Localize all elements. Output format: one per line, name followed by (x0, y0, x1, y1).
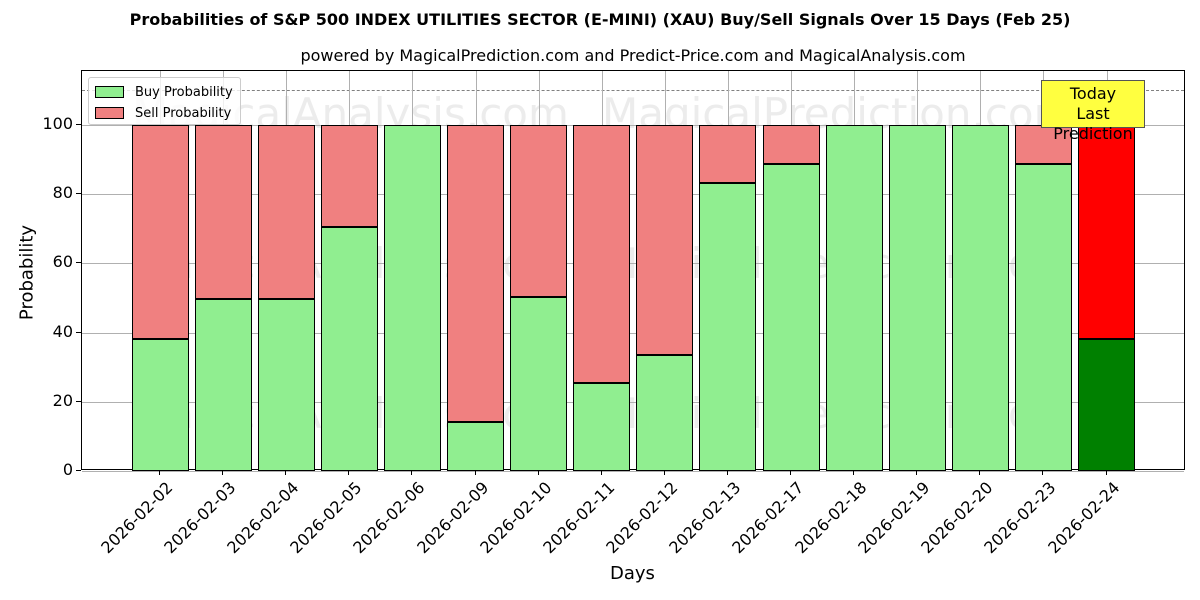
legend-item-buy: Buy Probability (95, 83, 233, 101)
x-tick-mark (1105, 470, 1107, 475)
buy-bar-2026-02-03[interactable] (194, 299, 252, 471)
x-tick-mark (979, 470, 981, 475)
sell-bar-2026-02-09[interactable] (447, 125, 504, 422)
buy-swatch-icon (95, 86, 124, 98)
y-axis-title: Probability (16, 224, 38, 321)
x-tick-mark (663, 470, 665, 475)
buy-bar-2026-02-24[interactable] (1078, 338, 1135, 471)
sell-bar-2026-02-03[interactable] (194, 125, 252, 300)
x-tick-mark (159, 470, 160, 475)
y-tick-mark (76, 193, 81, 195)
buy-bar-2026-02-02[interactable] (131, 338, 189, 471)
buy-bar-2026-02-09[interactable] (447, 421, 504, 471)
y-tick-label: 60 (52, 252, 73, 272)
buy-bar-2026-02-06[interactable] (383, 125, 441, 471)
x-tick-mark (853, 470, 855, 475)
y-tick-mark (76, 124, 81, 125)
sell-bar-2026-02-13[interactable] (699, 125, 757, 184)
x-tick-mark (348, 470, 350, 475)
legend-label-sell: Sell Probability (135, 105, 232, 121)
sell-bar-2026-02-10[interactable] (510, 125, 568, 297)
annotation-line-2: Last Prediction (1053, 104, 1133, 143)
sell-swatch-icon (95, 107, 124, 119)
buy-bar-2026-02-23[interactable] (1014, 164, 1072, 471)
sell-bar-2026-02-17[interactable] (762, 125, 820, 165)
x-tick-mark (726, 470, 728, 475)
y-tick-mark (76, 262, 81, 264)
chart-title: Probabilities of S&P 500 INDEX UTILITIES… (129, 10, 1071, 29)
buy-bar-2026-02-10[interactable] (510, 296, 568, 471)
reference-line-110 (82, 90, 1184, 92)
sell-bar-2026-02-12[interactable] (636, 125, 694, 356)
buy-bar-2026-02-11[interactable] (573, 383, 631, 471)
x-tick-mark (474, 470, 476, 475)
y-tick-label: 20 (52, 390, 73, 410)
buy-bar-2026-02-18[interactable] (825, 125, 883, 471)
legend: Buy Probability Sell Probability (88, 77, 241, 125)
x-tick-mark (790, 470, 791, 475)
legend-label-buy: Buy Probability (135, 84, 233, 100)
sell-bar-2026-02-11[interactable] (573, 125, 631, 384)
sell-bar-2026-02-04[interactable] (257, 125, 315, 300)
buy-bar-2026-02-12[interactable] (636, 355, 694, 471)
today-annotation: Today Last Prediction (1041, 80, 1145, 143)
y-gridline (82, 125, 1184, 126)
y-gridline (82, 401, 1184, 403)
y-tick-mark (76, 400, 81, 402)
x-tick-mark (537, 470, 539, 475)
buy-bar-2026-02-19[interactable] (888, 125, 946, 471)
y-tick-label: 40 (52, 321, 73, 341)
sell-bar-2026-02-23[interactable] (1014, 125, 1072, 165)
y-gridline (82, 194, 1184, 196)
buy-bar-2026-02-05[interactable] (320, 227, 378, 471)
y-tick-mark (76, 331, 81, 333)
y-tick-label: 80 (52, 183, 73, 203)
legend-item-sell: Sell Probability (95, 104, 231, 122)
sell-bar-2026-02-02[interactable] (131, 125, 189, 339)
sell-bar-2026-02-24[interactable] (1078, 125, 1135, 339)
y-gridline (82, 332, 1184, 334)
x-axis-title: Days (610, 563, 655, 584)
y-tick-label: 100 (42, 114, 73, 133)
y-tick-mark (76, 470, 81, 471)
buy-bar-2026-02-20[interactable] (951, 125, 1009, 471)
y-gridline (82, 263, 1184, 265)
annotation-line-1: Today (1069, 84, 1117, 103)
x-tick-mark (411, 470, 413, 475)
x-tick-mark (285, 470, 287, 475)
plot-area: MagicalAnalysis.com MagicalPrediction.com… (81, 70, 1185, 472)
y-tick-label: 0 (62, 460, 73, 479)
x-tick-mark (600, 470, 602, 475)
chart-subtitle: powered by MagicalPrediction.com and Pre… (300, 46, 966, 65)
x-tick-mark (916, 470, 918, 475)
x-tick-mark (222, 470, 224, 475)
x-tick-mark (1042, 470, 1044, 475)
buy-bar-2026-02-04[interactable] (257, 299, 315, 471)
buy-bar-2026-02-17[interactable] (762, 164, 820, 471)
sell-bar-2026-02-05[interactable] (320, 125, 378, 228)
y-gridline (82, 471, 1184, 472)
buy-bar-2026-02-13[interactable] (699, 183, 757, 471)
